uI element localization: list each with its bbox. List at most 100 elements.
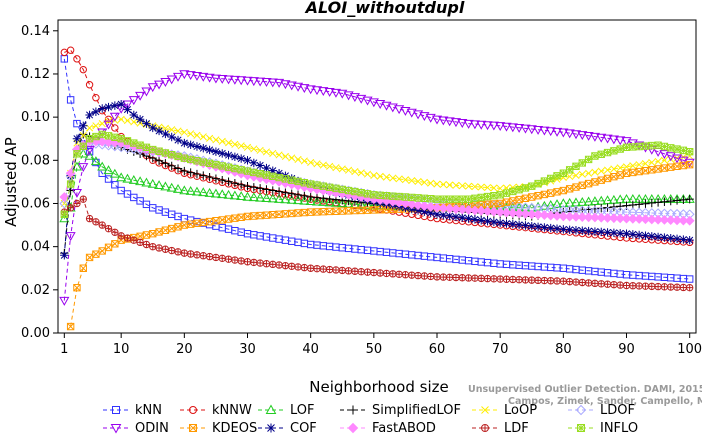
legend-marker-loop	[481, 406, 489, 414]
data-point-inflo	[256, 169, 264, 178]
data-point-ldf	[313, 265, 321, 273]
data-point-loop	[262, 148, 271, 156]
data-point-knnw	[85, 81, 94, 89]
data-point-inflo	[300, 179, 309, 187]
data-point-inflo	[60, 210, 69, 218]
data-point-cof	[685, 235, 694, 245]
data-point-simplifiedlof	[615, 202, 625, 211]
data-point-kdeos	[186, 220, 195, 228]
data-point-odin	[286, 81, 297, 91]
legend-label-loop: LoOP	[504, 403, 537, 418]
data-point-cof	[91, 107, 101, 116]
data-point-cof	[489, 217, 499, 227]
data-point-kdeos	[515, 195, 523, 204]
data-point-kdeos	[584, 179, 593, 188]
data-point-ldf	[496, 275, 504, 283]
data-point-inflo	[180, 154, 189, 162]
data-point-loop	[591, 168, 599, 176]
data-point-ldf	[648, 282, 656, 290]
x-axis-label: Neighborhood size	[309, 378, 448, 396]
series-line-odin	[63, 73, 690, 301]
data-point-cof	[615, 229, 625, 238]
data-point-odin	[122, 100, 133, 110]
data-point-inflo	[515, 185, 523, 194]
data-point-ldf	[382, 269, 391, 278]
data-point-odin	[444, 117, 455, 127]
data-point-odin	[141, 87, 152, 97]
legend-label-kdeos: KDEOS	[212, 421, 257, 434]
data-point-ldf	[603, 280, 612, 288]
data-point-simplifiedlof	[281, 188, 290, 197]
data-point-cof	[571, 226, 581, 235]
data-point-ldf	[338, 266, 346, 275]
data-point-knn	[685, 275, 694, 283]
data-point-fastabod	[678, 215, 689, 226]
data-point-simplifiedlof	[597, 204, 606, 213]
data-point-odin	[103, 120, 114, 130]
data-point-loop	[635, 161, 643, 169]
data-point-odin	[128, 96, 139, 106]
data-point-fastabod	[514, 208, 525, 219]
data-point-ldf	[578, 278, 586, 287]
data-point-cof	[224, 150, 233, 160]
data-point-simplifiedlof	[224, 177, 233, 186]
data-point-simplifiedlof	[268, 186, 277, 195]
legend-label-knnw: kNNW	[212, 403, 252, 418]
data-point-loop	[629, 162, 637, 170]
data-point-cof	[249, 158, 259, 168]
data-point-ldf	[534, 276, 542, 284]
data-point-loop	[496, 184, 504, 192]
data-point-ldf	[553, 277, 561, 285]
series-line-knn	[63, 58, 690, 280]
data-point-simplifiedlof	[306, 192, 315, 202]
data-point-ldf	[237, 257, 245, 265]
data-point-cof	[514, 220, 524, 230]
data-point-ldf	[540, 276, 549, 285]
data-point-odin	[425, 113, 436, 123]
data-point-kdeos	[610, 173, 618, 181]
data-point-odin	[501, 122, 512, 132]
data-point-ldf	[376, 269, 384, 277]
data-point-loop	[79, 131, 87, 140]
data-point-fastabod	[400, 198, 411, 209]
data-point-odin	[596, 133, 607, 143]
data-point-loop	[206, 134, 214, 142]
data-point-cof	[173, 135, 183, 145]
data-point-fastabod	[596, 212, 607, 223]
data-point-inflo	[313, 181, 321, 189]
data-point-odin	[526, 125, 537, 135]
data-point-lof	[558, 198, 569, 208]
data-point-simplifiedlof	[641, 199, 650, 208]
data-point-odin	[154, 80, 165, 90]
data-point-loop	[477, 183, 485, 191]
data-point-cof	[533, 222, 543, 231]
data-point-inflo	[389, 192, 397, 200]
data-point-simplifiedlof	[274, 187, 284, 196]
data-point-knnw	[60, 48, 69, 57]
data-point-ldf	[572, 278, 580, 286]
data-point-lof	[280, 194, 291, 204]
data-point-inflo	[591, 152, 599, 160]
data-point-kdeos	[85, 253, 94, 262]
data-point-ldf	[79, 195, 87, 203]
data-point-inflo	[477, 193, 485, 202]
data-point-cof	[622, 229, 631, 238]
data-point-odin	[602, 134, 613, 144]
data-point-fastabod	[627, 213, 638, 224]
data-point-loop	[597, 167, 605, 175]
data-point-loop	[117, 115, 125, 123]
data-point-loop	[420, 178, 428, 186]
data-point-ldf	[288, 262, 296, 270]
data-point-ldf	[660, 283, 669, 291]
legend-label-inflo: INFLO	[600, 421, 638, 434]
data-point-cof	[653, 232, 663, 242]
data-point-loop	[622, 163, 631, 171]
data-point-odin	[507, 123, 518, 133]
data-point-ldf	[515, 276, 523, 284]
data-point-inflo	[464, 195, 473, 203]
data-point-inflo	[635, 142, 643, 151]
y-tick-label: 0.06	[21, 196, 50, 211]
data-point-loop	[389, 174, 397, 182]
data-point-knnw	[73, 55, 81, 63]
data-point-ldf	[490, 275, 498, 283]
